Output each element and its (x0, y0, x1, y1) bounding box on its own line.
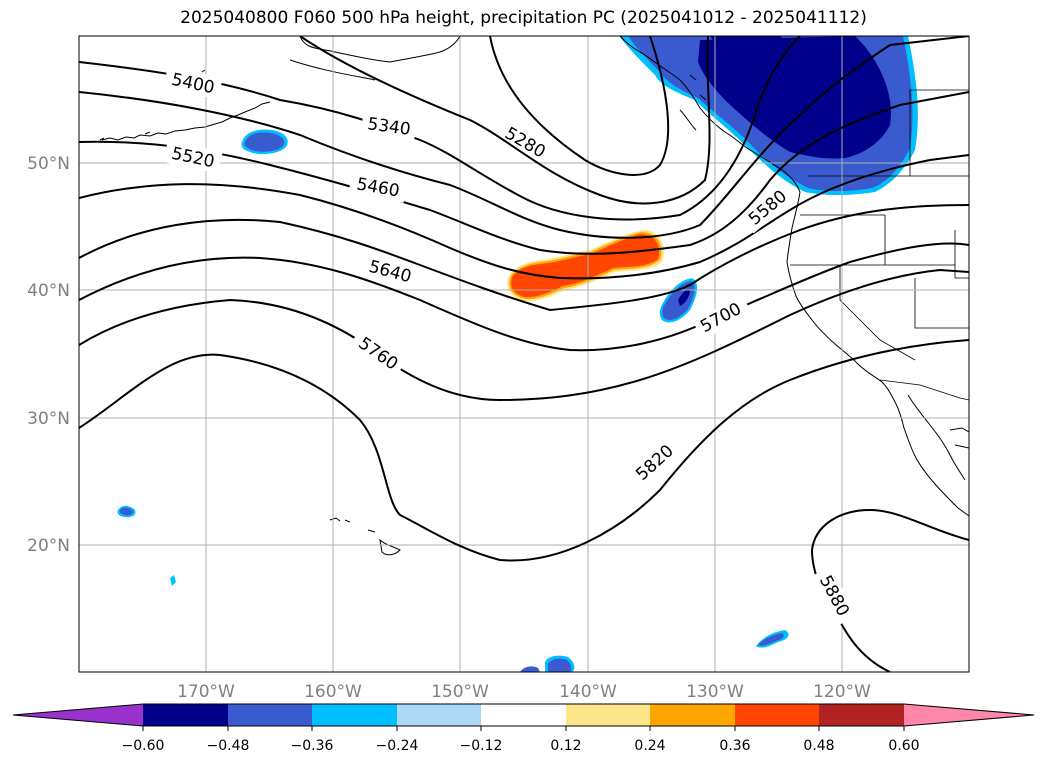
precip-positive-band (507, 230, 664, 302)
contour-line-5460 (79, 36, 969, 239)
colorbar-label: −0.24 (376, 738, 419, 754)
lat-tick-50n: 50°N (27, 154, 70, 174)
lon-tick-170w: 170°W (177, 682, 235, 702)
colorbar-bin (312, 704, 397, 726)
contour-line-5700 (79, 242, 969, 352)
lat-tick-30n: 30°N (27, 409, 70, 429)
colorbar-label: 0.48 (803, 738, 834, 754)
contour-line-5580 (79, 154, 969, 280)
contour-label-masks (163, 66, 857, 626)
colorbar-bin (397, 704, 481, 726)
colorbar-bin (566, 704, 650, 726)
graticule (79, 36, 969, 672)
longitude-tick-labels: 170°W 160°W 150°W 140°W 130°W 120°W (177, 682, 871, 702)
colorbar-label: 0.36 (719, 738, 750, 754)
lon-tick-160w: 160°W (304, 682, 362, 702)
lon-tick-120w: 120°W (813, 682, 871, 702)
height-contours (79, 36, 969, 672)
lat-tick-20n: 20°N (27, 536, 70, 556)
colorbar-label: 0.12 (550, 738, 581, 754)
colorbar-label: −0.60 (122, 738, 165, 754)
colorbar-label: 0.60 (888, 738, 919, 754)
colorbar-bin (228, 704, 312, 726)
contour-line-5520 (79, 91, 969, 255)
colorbar: −0.60 −0.48 −0.36 −0.24 −0.12 0.12 0.24 … (12, 703, 1035, 754)
lon-tick-130w: 130°W (686, 682, 744, 702)
precip-negative-small-patches (117, 129, 789, 672)
lon-tick-140w: 140°W (559, 682, 617, 702)
colorbar-label: −0.48 (207, 738, 250, 754)
colorbar-extend-min (13, 704, 143, 726)
colorbar-bin (819, 704, 904, 726)
contour-line-5280 (489, 36, 670, 176)
colorbar-bin (143, 704, 228, 726)
colorbar-bin (481, 704, 566, 726)
colorbar-label: −0.36 (291, 738, 334, 754)
map-title: 2025040800 F060 500 hPa height, precipit… (180, 8, 867, 28)
latitude-tick-labels: 50°N 40°N 30°N 20°N (27, 154, 70, 556)
colorbar-tick-labels: −0.60 −0.48 −0.36 −0.24 −0.12 0.12 0.24 … (122, 738, 920, 754)
coastlines (101, 36, 969, 517)
islands (99, 69, 401, 556)
contour-line-5760 (79, 268, 969, 402)
colorbar-extend-max (904, 704, 1034, 726)
map-plot-area: 5280 5340 5400 5460 5520 5580 5640 5700 … (79, 36, 969, 672)
colorbar-label: 0.24 (634, 738, 665, 754)
colorbar-label: −0.12 (460, 738, 503, 754)
colorbar-bin (650, 704, 735, 726)
contour-line-5340 (299, 36, 711, 205)
contour-line-5400 (79, 36, 801, 221)
contour-line-5640 (79, 204, 969, 312)
colorbar-bin (735, 704, 819, 726)
colorbar-ticks (142, 726, 905, 731)
contour-line-5820 (79, 339, 969, 562)
map-frame (78, 35, 970, 673)
lat-tick-40n: 40°N (27, 281, 70, 301)
lon-tick-150w: 150°W (431, 682, 489, 702)
contour-line-5880 (810, 508, 969, 672)
